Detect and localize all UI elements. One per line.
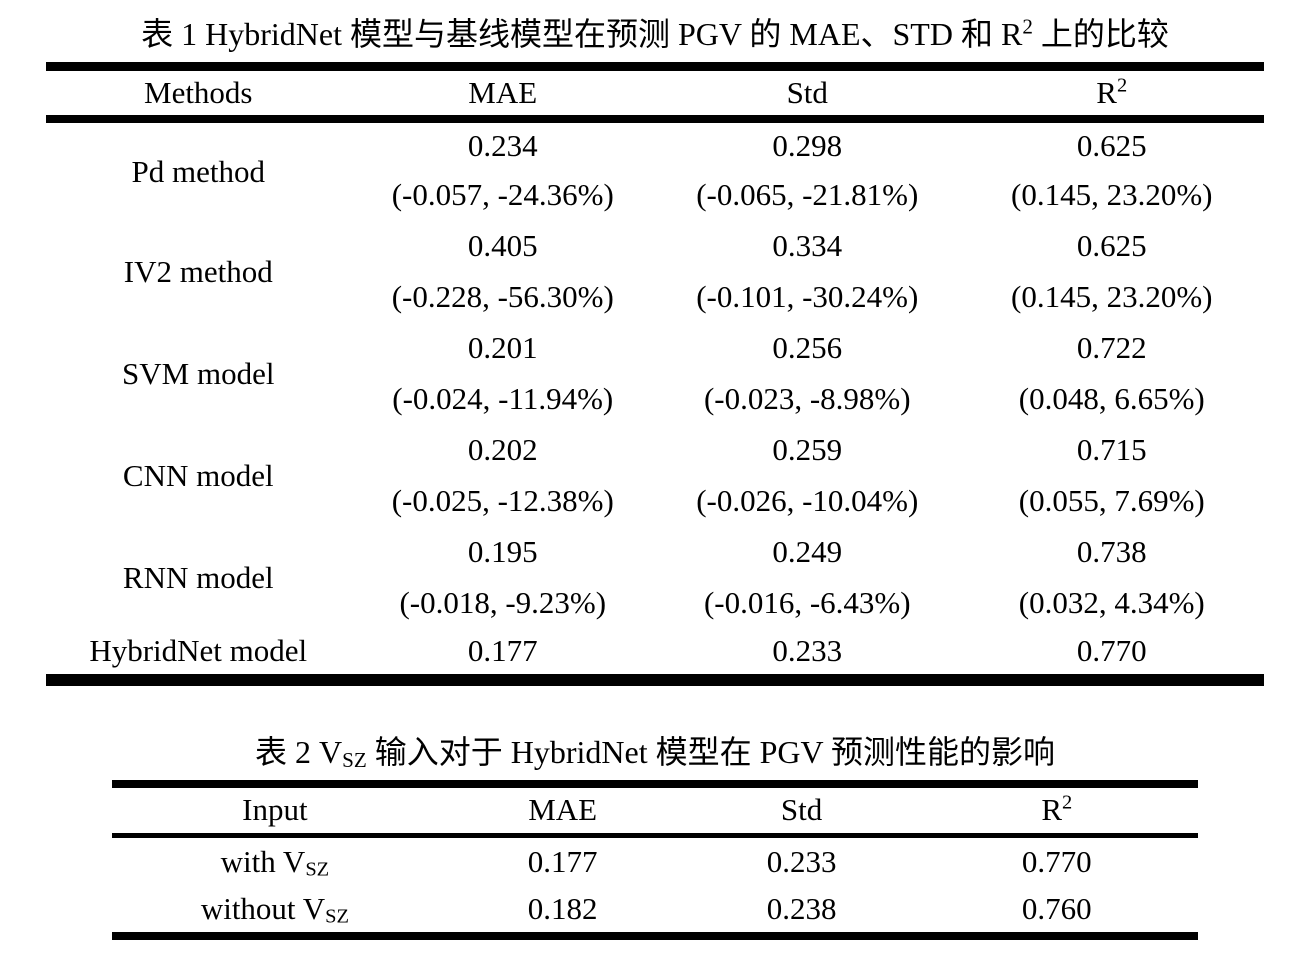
std-value: 0.233 [766,843,837,879]
table-row: IV2 method 0.405 0.334 0.625 [46,221,1264,289]
table-row: CNN model 0.202 0.259 0.715 [46,425,1264,493]
table2-header: Input MAE Std R2 [112,783,1198,836]
std-delta: (-0.065, -21.81%) [696,177,919,212]
std-value: 0.256 [772,330,843,365]
table1-header-methods: Methods [144,74,253,110]
r2-delta: (0.055, 7.69%) [1018,483,1205,518]
r2-value: 0.715 [1076,432,1147,467]
r2-value: 0.770 [1021,843,1092,879]
std-delta: (-0.016, -6.43%) [703,585,911,620]
method-label: RNN model [122,559,274,595]
table1-caption-superscript: 2 [1022,14,1033,39]
mae-delta: (-0.018, -9.23%) [399,585,607,620]
table-row-delta: (-0.025, -12.38%) (-0.026, -10.04%) (0.0… [46,476,1264,527]
table1-comparison: Methods MAE Std R2 Pd method 0.234 0.298… [46,62,1264,686]
std-value: 0.259 [772,432,843,467]
mae-delta: (-0.057, -24.36%) [391,177,614,212]
table2-header-mae: MAE [528,792,598,828]
std-value: 0.238 [766,890,837,926]
table1-header: Methods MAE Std R2 [46,66,1264,119]
std-delta: (-0.101, -30.24%) [696,279,919,314]
r2-delta: (0.032, 4.34%) [1018,585,1205,620]
std-value: 0.233 [772,633,843,668]
method-label: HybridNet model [89,633,308,668]
mae-value: 0.177 [527,843,598,879]
r2-value: 0.770 [1076,633,1147,668]
table2-header-r2: R2 [1041,791,1073,828]
r2-delta: (0.048, 6.65%) [1018,381,1205,416]
table-row: without VSZ 0.182 0.238 0.760 [112,886,1198,936]
table-row: SVM model 0.201 0.256 0.722 [46,323,1264,391]
std-value: 0.249 [772,534,843,569]
mae-delta: (-0.024, -11.94%) [392,381,614,416]
r2-delta: (0.145, 23.20%) [1011,177,1213,212]
mae-value: 0.201 [467,330,538,365]
table1-header-std: Std [786,74,828,110]
r2-value: 0.722 [1076,330,1147,365]
table-row: Pd method 0.234 0.298 0.625 [46,119,1264,189]
r2-value: 0.625 [1076,228,1147,263]
table1-header-row: Methods MAE Std R2 [46,67,1264,119]
mae-value: 0.195 [467,534,538,569]
table-row-delta: (-0.228, -56.30%) (-0.101, -30.24%) (0.1… [46,272,1264,323]
table2-caption-text-end: 输入对于 HybridNet 模型在 PGV 预测性能的影响 [366,733,1056,770]
table1-caption-text: 表 1 HybridNet 模型与基线模型在预测 PGV 的 MAE、STD 和… [141,16,1023,52]
method-label: Pd method [131,153,265,189]
vsz-subscript: SZ [305,858,330,881]
input-label: with VSZ [220,843,330,881]
input-label: without VSZ [200,890,349,928]
r2-delta: (0.145, 23.20%) [1011,279,1213,314]
table-row-delta: (-0.057, -24.36%) (-0.065, -21.81%) (0.1… [46,170,1264,221]
method-label: SVM model [122,355,275,391]
table-row: RNN model 0.195 0.249 0.738 [46,527,1264,595]
table2-caption: 表 2 VSZ 输入对于 HybridNet 模型在 PGV 预测性能的影响 [0,730,1310,774]
std-delta: (-0.023, -8.98%) [703,381,911,416]
table-row-delta: (-0.024, -11.94%) (-0.023, -8.98%) (0.04… [46,374,1264,425]
r2-value: 0.625 [1076,128,1147,163]
std-value: 0.334 [772,228,843,263]
table2-caption-subscript: SZ [342,747,367,772]
mae-value: 0.234 [467,128,538,163]
table-row: HybridNet model 0.177 0.233 0.770 [46,629,1264,680]
vsz-subscript: SZ [325,905,349,928]
r2-value: 0.738 [1076,534,1147,569]
method-label: IV2 method [123,253,273,289]
mae-delta: (-0.228, -56.30%) [391,279,614,314]
table-row: with VSZ 0.177 0.233 0.770 [112,836,1198,886]
table2-header-input: Input [242,792,308,828]
mae-value: 0.182 [527,890,598,926]
table2-header-std: Std [780,792,823,828]
table2-header-row: Input MAE Std R2 [112,784,1198,836]
table1-header-r2: R2 [1096,74,1128,110]
table2-caption-text: 表 2 V [254,733,343,770]
table2-ablation: Input MAE Std R2 with VSZ 0.177 0.233 0.… [112,780,1198,940]
mae-value: 0.177 [467,633,538,668]
table1-caption-text-end: 上的比较 [1032,16,1169,52]
table1-header-mae: MAE [468,74,538,110]
table1-caption: 表 1 HybridNet 模型与基线模型在预测 PGV 的 MAE、STD 和… [0,0,1310,56]
std-delta: (-0.026, -10.04%) [696,483,919,518]
mae-value: 0.405 [467,228,538,263]
table-row-delta: (-0.018, -9.23%) (-0.016, -6.43%) (0.032… [46,578,1264,629]
method-label: CNN model [122,457,274,493]
mae-delta: (-0.025, -12.38%) [391,483,614,518]
r2-value: 0.760 [1021,890,1092,926]
mae-value: 0.202 [467,432,538,467]
std-value: 0.298 [772,128,843,163]
